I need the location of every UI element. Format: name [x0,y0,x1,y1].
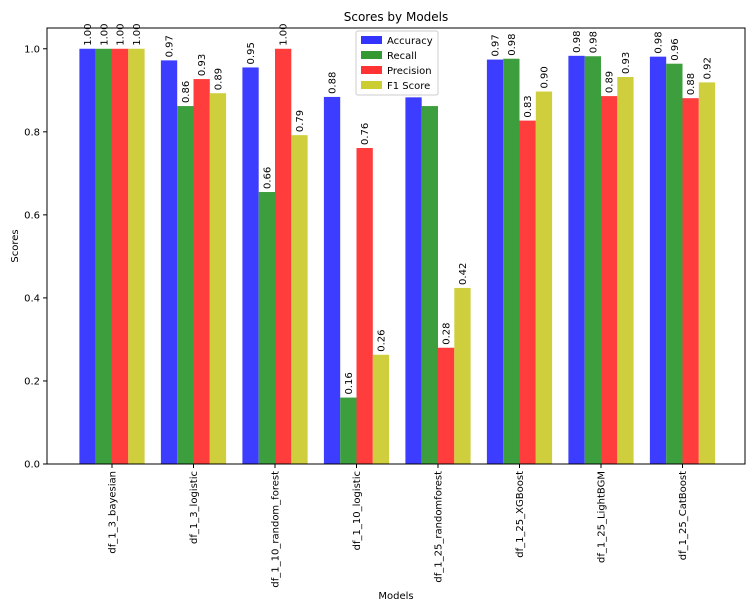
bar-precision-5 [519,120,536,464]
y-tick-label: 0.4 [24,293,40,304]
plot-frame [46,27,746,465]
bar-accuracy-0 [79,48,96,464]
data-label: 0.86 [181,81,192,103]
y-tick-label: 0.0 [24,460,40,471]
data-label: 0.98 [654,31,665,53]
bar-f1-score-4 [454,287,471,464]
bar-precision-2 [275,48,292,464]
y-axis-label: Scores [10,229,21,262]
data-labels-layer: 1.00 0.97 0.95 0.88 0.97 0.98 0.98 1.00 0.86 0.66… [83,23,713,394]
data-label: 0.97 [165,35,176,57]
bar-f1-score-7 [698,82,716,465]
bars-layer [79,48,716,465]
legend-entry: Recall [387,51,417,62]
data-label: 0.97 [491,34,502,56]
bar-f1-score-1 [209,93,227,464]
data-label: 0.93 [621,52,632,74]
data-label: 0.26 [376,330,387,352]
bar-precision-7 [682,98,699,465]
data-label: 0.88 [328,72,339,94]
data-label: 1.00 [132,23,143,45]
data-label: 0.88 [686,73,697,95]
bar-recall-5 [503,58,520,464]
bar-recall-7 [666,63,683,465]
legend-swatch [361,51,382,59]
bar-recall-3 [340,397,357,464]
data-label: 0.16 [344,372,355,394]
legend-entry: Accuracy [387,36,433,47]
x-tick-label: df_1_3_logistic [189,471,200,544]
bar-precision-3 [356,148,373,464]
data-label: 0.89 [213,68,224,90]
bar-precision-0 [112,48,129,464]
data-label: 0.98 [507,33,518,55]
data-label: 0.96 [670,38,681,60]
bar-accuracy-1 [160,60,178,464]
legend-swatch [361,36,382,44]
bar-f1-score-3 [372,354,390,464]
y-tick-label: 0.8 [24,127,40,138]
bar-recall-6 [584,56,601,465]
legend: Accuracy Recall Precision F1 Score [355,30,439,96]
x-tick-label: df_1_3_bayesian [108,471,119,554]
bar-recall-2 [258,192,275,464]
data-label: 0.92 [702,57,713,79]
data-label: 1.00 [279,23,290,45]
bar-accuracy-7 [649,56,667,465]
data-label: 0.76 [360,123,371,145]
data-label: 1.00 [116,23,127,45]
bar-f1-score-0 [128,48,145,464]
x-tick-label: df_1_25_CatBoost [678,471,689,560]
bar-accuracy-2 [242,67,259,464]
legend-swatch [361,66,382,74]
data-label: 0.89 [605,71,616,93]
bar-f1-score-2 [291,135,308,464]
bar-recall-1 [177,106,194,464]
data-label: 0.42 [458,263,469,285]
bar-accuracy-6 [568,55,585,464]
bar-accuracy-3 [323,96,341,465]
x-axis-label: Models [378,591,413,602]
x-tick-label: df_1_25_XGBoost [515,471,526,558]
axes-layer: 0.0 0.2 0.4 0.6 0.8 1.0 df_1_3_bayesian df_1_3_… [24,27,746,588]
data-label: 1.00 [83,23,94,45]
x-tick-label: df_1_25_randomforest [434,471,445,583]
data-label: 0.90 [539,66,550,88]
legend-swatch [361,81,382,89]
bar-recall-0 [95,48,112,464]
bar-precision-4 [438,347,455,464]
chart-title: Scores by Models [344,10,449,24]
x-tick-label: df_1_10_random_forest [271,471,282,588]
data-label: 0.98 [572,31,583,53]
data-label: 0.83 [523,95,534,117]
data-label: 0.98 [588,31,599,53]
y-tick-label: 0.6 [24,210,40,221]
data-label: 1.00 [99,23,110,45]
data-label: 0.79 [295,110,306,132]
data-label: 0.28 [442,322,453,344]
x-tick-label: df_1_25_LightBGM [597,471,608,563]
data-label: 0.93 [197,54,208,76]
bar-accuracy-4 [405,97,422,464]
legend-entry: Precision [387,66,432,77]
bar-f1-score-5 [535,91,553,464]
x-tick-label: df_1_10_logistic [352,471,363,550]
data-label: 0.95 [246,42,257,64]
y-tick-label: 0.2 [24,376,40,387]
bar-accuracy-5 [486,59,504,465]
bar-recall-4 [421,106,438,464]
bar-precision-6 [601,96,618,464]
y-tick-label: 1.0 [24,44,40,55]
bar-f1-score-6 [617,77,634,464]
data-label: 0.66 [262,167,273,189]
legend-entry: F1 Score [387,81,430,92]
legend-box [355,30,439,96]
bar-precision-1 [193,79,210,464]
